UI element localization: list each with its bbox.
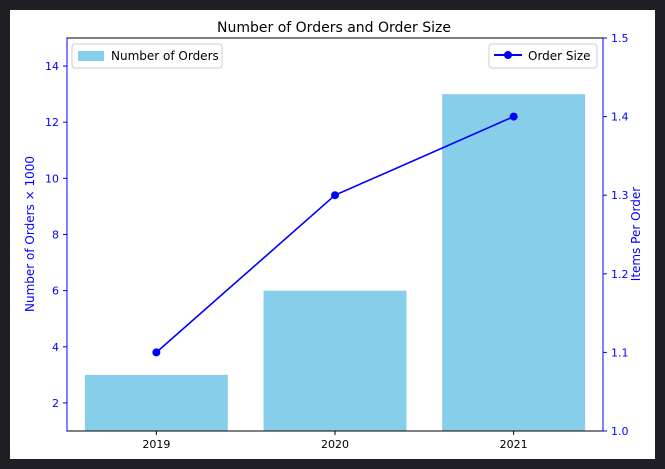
x-tick-label: 2019 [142,438,170,451]
left-tick-label: 6 [52,285,59,298]
x-tick-label: 2020 [321,438,349,451]
right-tick-label: 1.3 [611,189,629,202]
order-size-point-2021 [509,112,518,121]
bar-2019 [84,374,228,431]
bar-2020 [263,290,407,431]
legend-bars: Number of Orders [71,43,223,69]
left-tick-label: 2 [52,397,59,410]
x-tick-label: 2021 [500,438,528,451]
left-tick-label: 10 [45,172,59,185]
chart-frame: Number of Orders and Order Size 2 4 6 8 10 12… [10,10,655,459]
right-tick-label: 1.1 [611,346,629,359]
legend-entry-bars: Number of Orders [111,49,219,63]
right-tick-label: 1.5 [611,32,629,45]
left-tick-label: 12 [45,116,59,129]
order-size-point-2019 [152,348,161,357]
legend-swatch-bars [78,51,104,61]
left-tick-label: 8 [52,229,59,242]
y2-axis-label: Items Per Order [629,187,643,281]
right-tick-label: 1.0 [611,425,629,438]
right-tick-label: 1.4 [611,111,629,124]
left-tick-label: 4 [52,341,59,354]
combo-chart: Number of Orders and Order Size 2 4 6 8 10 12… [23,20,643,451]
bar-2021 [442,94,586,432]
order-size-point-2020 [331,191,339,200]
left-tick-label: 14 [45,60,59,73]
legend-marker-line [504,51,512,59]
chart-title: Number of Orders and Order Size [217,20,451,36]
y-axis-label: Number of Orders × 1000 [23,156,37,312]
legend-line: Order Size [488,43,598,69]
legend-entry-line: Order Size [528,49,591,63]
right-tick-label: 1.2 [611,268,629,281]
